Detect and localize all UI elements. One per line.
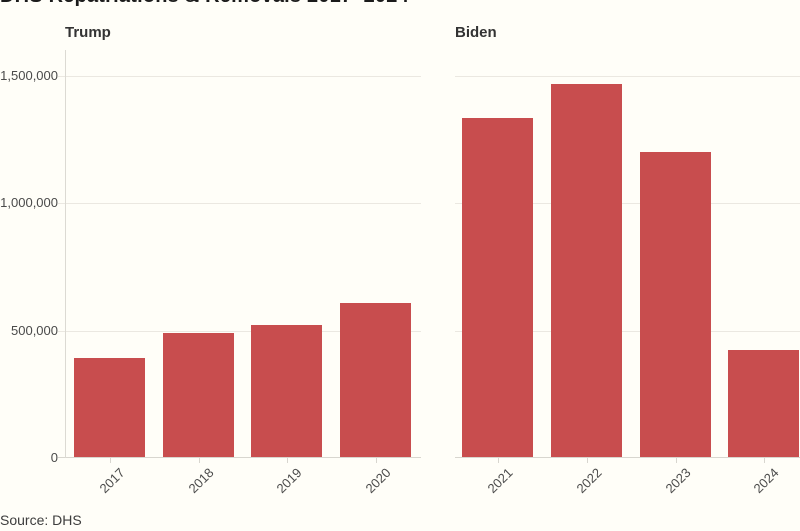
x-tick	[497, 458, 499, 463]
gridline	[58, 76, 421, 77]
plot-area: 2021 2022 2023 2024	[455, 50, 800, 496]
x-tick	[375, 458, 377, 463]
x-tick-label-2021: 2021	[484, 465, 516, 497]
gridline	[455, 76, 800, 77]
gridline	[58, 203, 421, 205]
panel-trump: Trump 2017 2018 2019 2020	[58, 24, 421, 508]
x-tick	[763, 458, 765, 463]
bar-2024	[728, 350, 799, 457]
y-tick-label: 0	[50, 450, 58, 465]
panel-title-trump: Trump	[65, 24, 111, 41]
x-axis-line	[455, 457, 800, 458]
bar-2020	[340, 302, 411, 457]
gridline	[455, 330, 800, 332]
x-tick	[675, 458, 677, 463]
x-tick-label-2022: 2022	[573, 465, 605, 497]
x-tick	[109, 458, 111, 463]
chart-title: DHS Repatriations & Removals 2017–2024	[0, 0, 409, 8]
x-tick	[286, 458, 288, 463]
y-tick-label: 1,500,000	[0, 68, 58, 83]
x-tick	[198, 458, 200, 463]
bar-2017	[74, 358, 145, 457]
bar-2023	[640, 151, 711, 457]
bar-2019	[251, 325, 322, 457]
x-tick-label-2017: 2017	[96, 465, 128, 497]
x-tick-label-2020: 2020	[362, 465, 394, 497]
panel-title-biden: Biden	[455, 24, 497, 41]
y-tick-label: 500,000	[11, 322, 58, 338]
plot-area: 2017 2018 2019 2020	[58, 50, 421, 496]
panel-biden: Biden 2021 2022 2023 2024	[455, 24, 800, 508]
x-tick-label-2019: 2019	[273, 465, 305, 497]
bar-2021	[462, 118, 533, 457]
bar-2022	[551, 83, 622, 457]
bar-2018	[163, 332, 234, 457]
gridline	[455, 203, 800, 205]
x-tick-label-2024: 2024	[750, 465, 782, 497]
source-note: Source: DHS	[0, 512, 82, 528]
gridline	[58, 330, 421, 332]
x-tick-label-2023: 2023	[662, 465, 694, 497]
x-axis-line	[58, 457, 421, 458]
y-tick-label: 1,000,000	[0, 195, 58, 211]
y-axis-line	[65, 50, 66, 458]
x-tick	[586, 458, 588, 463]
x-tick-label-2018: 2018	[185, 465, 217, 497]
